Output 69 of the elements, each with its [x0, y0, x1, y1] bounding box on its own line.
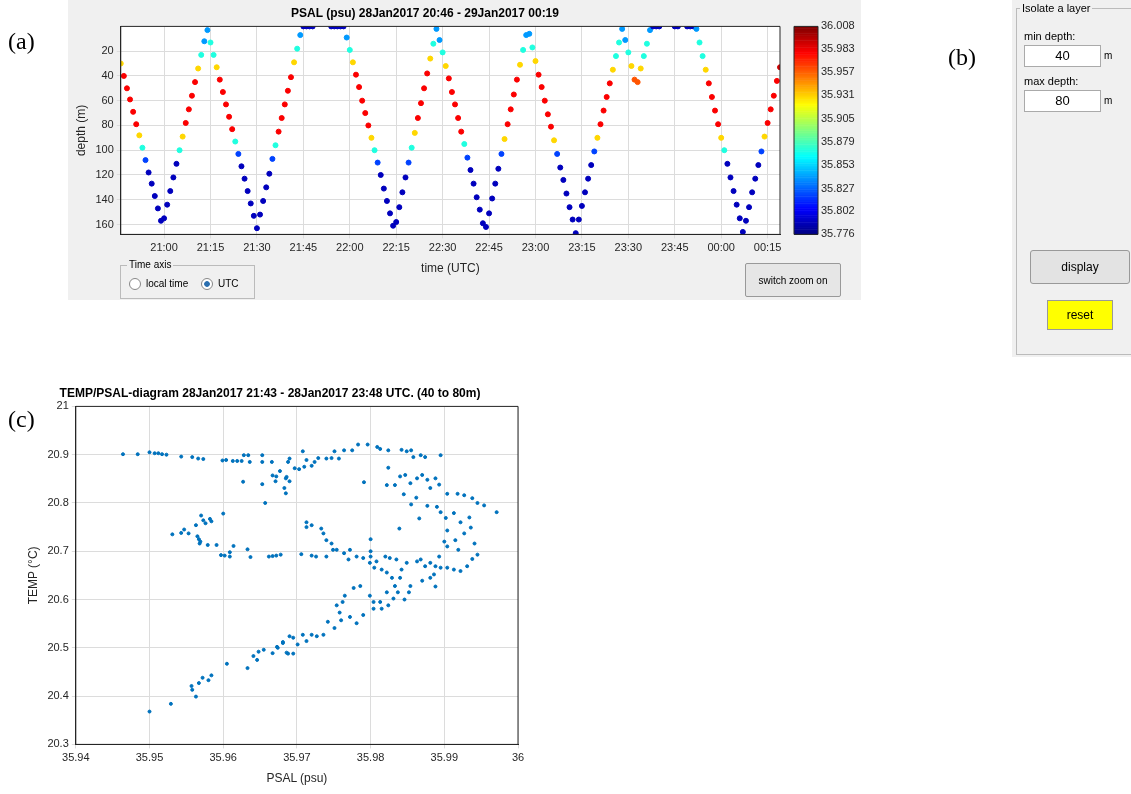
y-tick-label: 20.7 [47, 544, 69, 557]
x-tick-label: 22:45 [475, 241, 503, 254]
text: (c) [8, 406, 35, 433]
text: 40 [1024, 45, 1101, 67]
chart-title: TEMP/PSAL-diagram 28Jan2017 21:43 - 28Jan2017 23:48 UTC. (40 to 80m) [59, 385, 481, 400]
text: max depth: [1024, 75, 1079, 87]
y-axis-title: TEMP (°C) [25, 546, 40, 605]
text: m [1104, 50, 1113, 61]
x-axis-title: PSAL (psu) [266, 771, 328, 786]
x-tick-label: 35.95 [135, 751, 164, 764]
y-tick-label: 80 [101, 118, 114, 131]
color-bar-label: 35.802 [821, 204, 855, 217]
x-tick-label: 23:30 [614, 241, 643, 254]
color-bar-label: 35.983 [821, 41, 855, 54]
y-tick-label: 20.8 [47, 496, 69, 508]
y-tick-label: 120 [95, 168, 114, 180]
color-bar-label: 35.931 [821, 88, 855, 101]
y-tick-label: 40 [101, 68, 114, 81]
x-tick-label: 22:00 [336, 241, 364, 254]
x-tick-label: 21:00 [150, 241, 178, 254]
text: reset [1047, 300, 1113, 330]
x-tick-label: 35.98 [356, 751, 385, 764]
color-bar-label: 36.008 [821, 19, 855, 32]
text: UTC [218, 278, 239, 289]
x-tick-label: 35.94 [62, 751, 90, 764]
y-tick-label: 20 [101, 44, 114, 57]
y-tick-label: 20.4 [47, 689, 69, 702]
y-tick-label: 20.3 [47, 737, 69, 750]
color-bar-label: 35.879 [821, 135, 855, 148]
text: 80 [1024, 90, 1101, 112]
text: (a) [8, 28, 35, 55]
x-tick-label: 21:45 [289, 241, 318, 254]
y-tick-label: 20.6 [47, 592, 69, 605]
x-tick-label: 23:45 [661, 241, 689, 254]
x-tick-label: 35.99 [430, 751, 459, 764]
text: Time axis [127, 259, 174, 270]
text: m [1104, 95, 1113, 106]
y-tick-label: 160 [95, 217, 114, 230]
x-tick-label: 36 [511, 751, 525, 764]
y-tick-label: 20.5 [47, 640, 69, 653]
y-axis-title: depth (m) [73, 104, 88, 157]
color-bar-label: 35.776 [821, 227, 855, 240]
text: Isolate a layer [1020, 2, 1093, 14]
x-tick-label: 22:15 [382, 241, 410, 254]
text: display [1030, 250, 1130, 284]
x-tick-label: 23:00 [521, 241, 550, 254]
chart-title: PSAL (psu) 28Jan2017 20:46 - 29Jan2017 00:19 [291, 5, 560, 20]
x-axis-title: time (UTC) [421, 261, 480, 276]
x-tick-label: 00:00 [707, 241, 735, 254]
x-tick-label: 21:30 [243, 241, 271, 254]
x-tick-label: 35.97 [283, 751, 311, 764]
text: min depth: [1024, 30, 1076, 42]
text: local time [146, 278, 189, 289]
y-tick-label: 20.9 [47, 447, 69, 460]
x-tick-label: 35.96 [209, 751, 237, 764]
y-tick-label: 21 [56, 399, 69, 412]
text: (b) [948, 44, 976, 71]
x-tick-label: 22:30 [428, 241, 457, 254]
color-bar-label: 35.853 [821, 158, 855, 171]
color-bar-label: 35.905 [821, 111, 855, 124]
x-tick-label: 00:15 [753, 241, 782, 254]
y-tick-label: 140 [95, 192, 114, 205]
color-bar-label: 35.957 [821, 65, 855, 78]
y-tick-label: 100 [95, 143, 114, 156]
x-tick-label: 21:15 [196, 241, 225, 254]
x-tick-label: 23:15 [568, 241, 596, 254]
text: switch zoom on [745, 263, 841, 297]
color-bar-label: 35.827 [821, 181, 855, 194]
y-tick-label: 60 [101, 93, 114, 106]
